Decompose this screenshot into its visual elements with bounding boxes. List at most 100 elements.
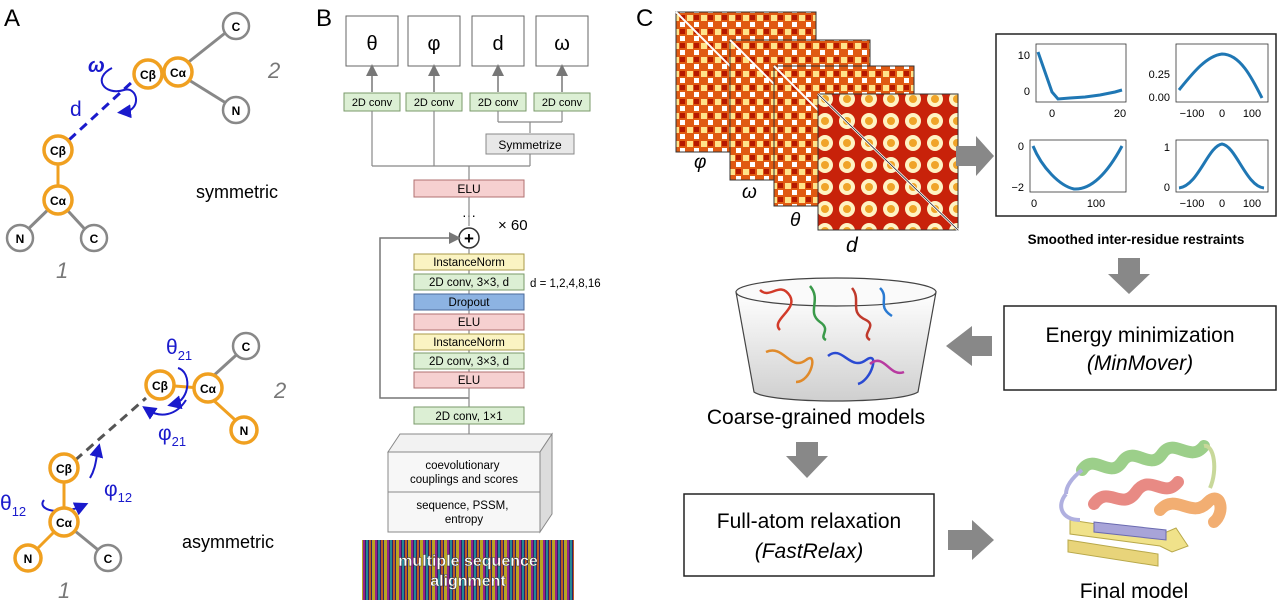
- conv-head-phi: 2D conv: [405, 92, 463, 112]
- plot3-ytick-0: 0: [1018, 141, 1024, 153]
- coarse-models-label: Coarse-grained models: [707, 406, 925, 429]
- atom-cb-2: Cβ: [132, 58, 164, 90]
- phi21-arrow-icon: [142, 399, 187, 420]
- final-model-label: Final model: [1080, 580, 1189, 602]
- final-model-structure: [1059, 440, 1227, 567]
- restraint-curve-1: [1036, 51, 1123, 101]
- svg-text:C: C: [242, 340, 251, 354]
- theta12-label: θ12: [0, 492, 26, 519]
- plot3-xtick-1: 100: [1087, 198, 1105, 210]
- arrow-to-energy-icon: [1108, 258, 1150, 294]
- asym-residue-label-1: 1: [58, 578, 70, 602]
- asym-atom-ca-1: Cα: [48, 506, 80, 538]
- asym-atom-c-1: C: [93, 543, 123, 573]
- svg-text:Cα: Cα: [200, 382, 217, 396]
- svg-text:C: C: [90, 232, 99, 246]
- theta21-label: θ21: [166, 336, 192, 363]
- svg-text:Dropout: Dropout: [449, 297, 491, 309]
- panel-label-b: B: [316, 5, 332, 32]
- svg-text:(FastRelax): (FastRelax): [755, 540, 864, 563]
- asym-atom-ca-2: Cα: [192, 372, 224, 404]
- svg-text:multiple sequence: multiple sequence: [398, 553, 538, 570]
- atom-n-2: N: [221, 95, 251, 125]
- coarse-models-bucket: [735, 277, 937, 402]
- phi21-label: φ21: [158, 422, 186, 449]
- omega-label: ω: [88, 55, 105, 77]
- panel-b: B θ φ d ω 2D conv: [316, 5, 601, 600]
- restraint-plot-2: 0.25 0.00 −100 0 100: [1149, 43, 1269, 120]
- plot2-ytick-1: 0.00: [1149, 92, 1170, 104]
- plot1-xtick-0: 0: [1049, 108, 1055, 120]
- restraints-title: Smoothed inter-residue restraints: [1028, 232, 1245, 247]
- svg-text:Cα: Cα: [56, 516, 73, 530]
- distance-label: d: [70, 98, 82, 121]
- block-elu-1: ELU: [413, 313, 525, 331]
- atom-c-2: C: [221, 11, 251, 41]
- plot4-ytick-1: 0: [1164, 182, 1170, 194]
- residual-add-node: +: [458, 227, 480, 249]
- heatmap-label-phi: φ: [694, 152, 706, 173]
- plot4-ytick-0: 1: [1164, 142, 1170, 154]
- elu-top-box: ELU: [413, 179, 525, 198]
- block-elu-2: ELU: [413, 371, 525, 389]
- svg-text:Cα: Cα: [170, 66, 187, 80]
- asym-atom-cb-1: Cβ: [48, 452, 80, 484]
- svg-text:2D conv: 2D conv: [542, 97, 583, 109]
- output-phi-box: φ: [407, 15, 461, 67]
- atom-cb-1: Cβ: [42, 134, 74, 166]
- input-feature-stack: coevolutionary couplings and scores sequ…: [387, 432, 553, 534]
- arrow-to-final-icon: [948, 520, 994, 560]
- block-conv-1: 2D conv, 3×3, d: [413, 273, 525, 291]
- restraint-plot-1: 10 0 0 20: [1018, 43, 1127, 120]
- arrow-to-relax-icon: [786, 442, 828, 478]
- svg-text:alignment: alignment: [430, 573, 506, 590]
- svg-text:Cβ: Cβ: [50, 144, 66, 158]
- theta21-arrow-icon: [167, 367, 189, 410]
- plot1-ytick-1: 0: [1024, 86, 1030, 98]
- svg-text:Cα: Cα: [50, 194, 67, 208]
- asym-residue-label-2: 2: [273, 378, 286, 403]
- asym-atom-n-1: N: [13, 543, 43, 573]
- svg-text:2D conv: 2D conv: [414, 97, 455, 109]
- plot3-xtick-0: 0: [1031, 198, 1037, 210]
- svg-text:C: C: [232, 20, 241, 34]
- skip-connection: [379, 232, 469, 399]
- svg-text:N: N: [232, 104, 241, 118]
- svg-text:N: N: [16, 232, 25, 246]
- residue-label-2: 2: [267, 58, 280, 83]
- plot2-ytick-0: 0.25: [1149, 69, 1170, 81]
- plot1-ytick-0: 10: [1018, 50, 1030, 62]
- svg-text:N: N: [24, 552, 33, 566]
- plot4-xtick-2: 100: [1243, 198, 1261, 210]
- svg-text:2D conv: 2D conv: [352, 97, 393, 109]
- svg-text:2D conv, 3×3, d: 2D conv, 3×3, d: [429, 356, 509, 368]
- block-instancenorm-2: InstanceNorm: [413, 333, 525, 351]
- svg-text:2D conv, 1×1: 2D conv, 1×1: [435, 411, 502, 423]
- svg-text:ELU: ELU: [458, 317, 480, 329]
- svg-text:Energy minimization: Energy minimization: [1045, 324, 1234, 347]
- conv-head-d: 2D conv: [469, 92, 527, 112]
- atom-n-1: N: [5, 223, 35, 253]
- phi12-label: φ12: [104, 478, 132, 505]
- plot3-ytick-1: −2: [1011, 182, 1024, 194]
- heatmap-label-omega: ω: [742, 182, 757, 203]
- symmetrize-box: Symmetrize: [485, 133, 575, 155]
- svg-text:(MinMover): (MinMover): [1087, 352, 1193, 375]
- block-conv-2: 2D conv, 3×3, d: [413, 352, 525, 370]
- input-sequence-label: sequence, PSSM, entropy: [416, 500, 511, 526]
- plot2-xtick-1: 0: [1219, 108, 1225, 120]
- heatmap-d: [817, 93, 959, 231]
- head-arrows: [366, 64, 568, 92]
- energy-minimization-box: Energy minimization (MinMover): [1003, 305, 1277, 391]
- svg-text:2D conv: 2D conv: [478, 97, 519, 109]
- plot1-xtick-1: 20: [1114, 108, 1126, 120]
- panel-label-c: C: [636, 5, 653, 32]
- output-d-box: d: [471, 15, 525, 67]
- svg-text:d: d: [492, 33, 503, 55]
- omega-arrow-icon: [100, 67, 137, 119]
- full-atom-relaxation-box: Full-atom relaxation (FastRelax): [683, 493, 935, 577]
- svg-text:φ: φ: [428, 33, 441, 55]
- plot2-xtick-0: −100: [1180, 108, 1205, 120]
- asymmetric-label: asymmetric: [182, 532, 274, 552]
- svg-text:Cβ: Cβ: [56, 462, 72, 476]
